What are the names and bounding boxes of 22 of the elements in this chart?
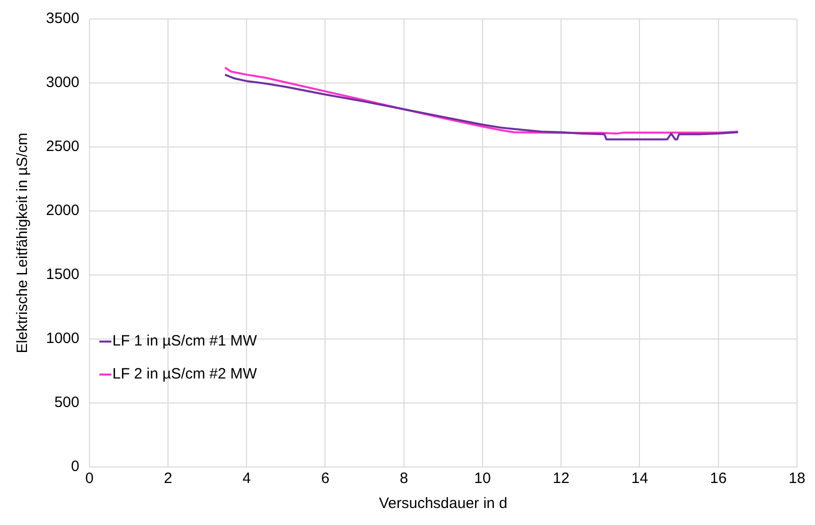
x-tick-label: 12 [552, 470, 570, 488]
x-tick-label: 8 [400, 470, 408, 488]
y-axis-title: Elektrische Leitfähigkeit in µS/cm [14, 132, 32, 354]
x-tick-label: 16 [710, 470, 727, 488]
y-tick-label: 3000 [46, 74, 80, 92]
y-tick-label: 3500 [46, 10, 80, 28]
y-tick-label: 500 [54, 394, 80, 412]
y-tick-label: 1000 [46, 330, 80, 348]
x-axis-title: Versuchsdauer in d [378, 495, 508, 512]
x-tick-label: 10 [474, 470, 491, 488]
x-tick-label: 14 [631, 470, 648, 488]
x-tick-label: 0 [85, 470, 94, 488]
legend-label: LF 1 in µS/cm #1 MW [112, 332, 258, 350]
y-tick-label: 2000 [46, 202, 80, 220]
x-tick-label: 6 [321, 470, 330, 488]
x-tick-label: 2 [164, 470, 172, 488]
legend-label: LF 2 in µS/cm #2 MW [112, 366, 258, 383]
y-tick-label: 0 [71, 458, 80, 476]
x-tick-label: 18 [788, 470, 806, 488]
x-tick-label: 4 [242, 470, 251, 488]
y-tick-label: 2500 [46, 138, 80, 156]
y-tick-label: 1500 [46, 266, 80, 284]
